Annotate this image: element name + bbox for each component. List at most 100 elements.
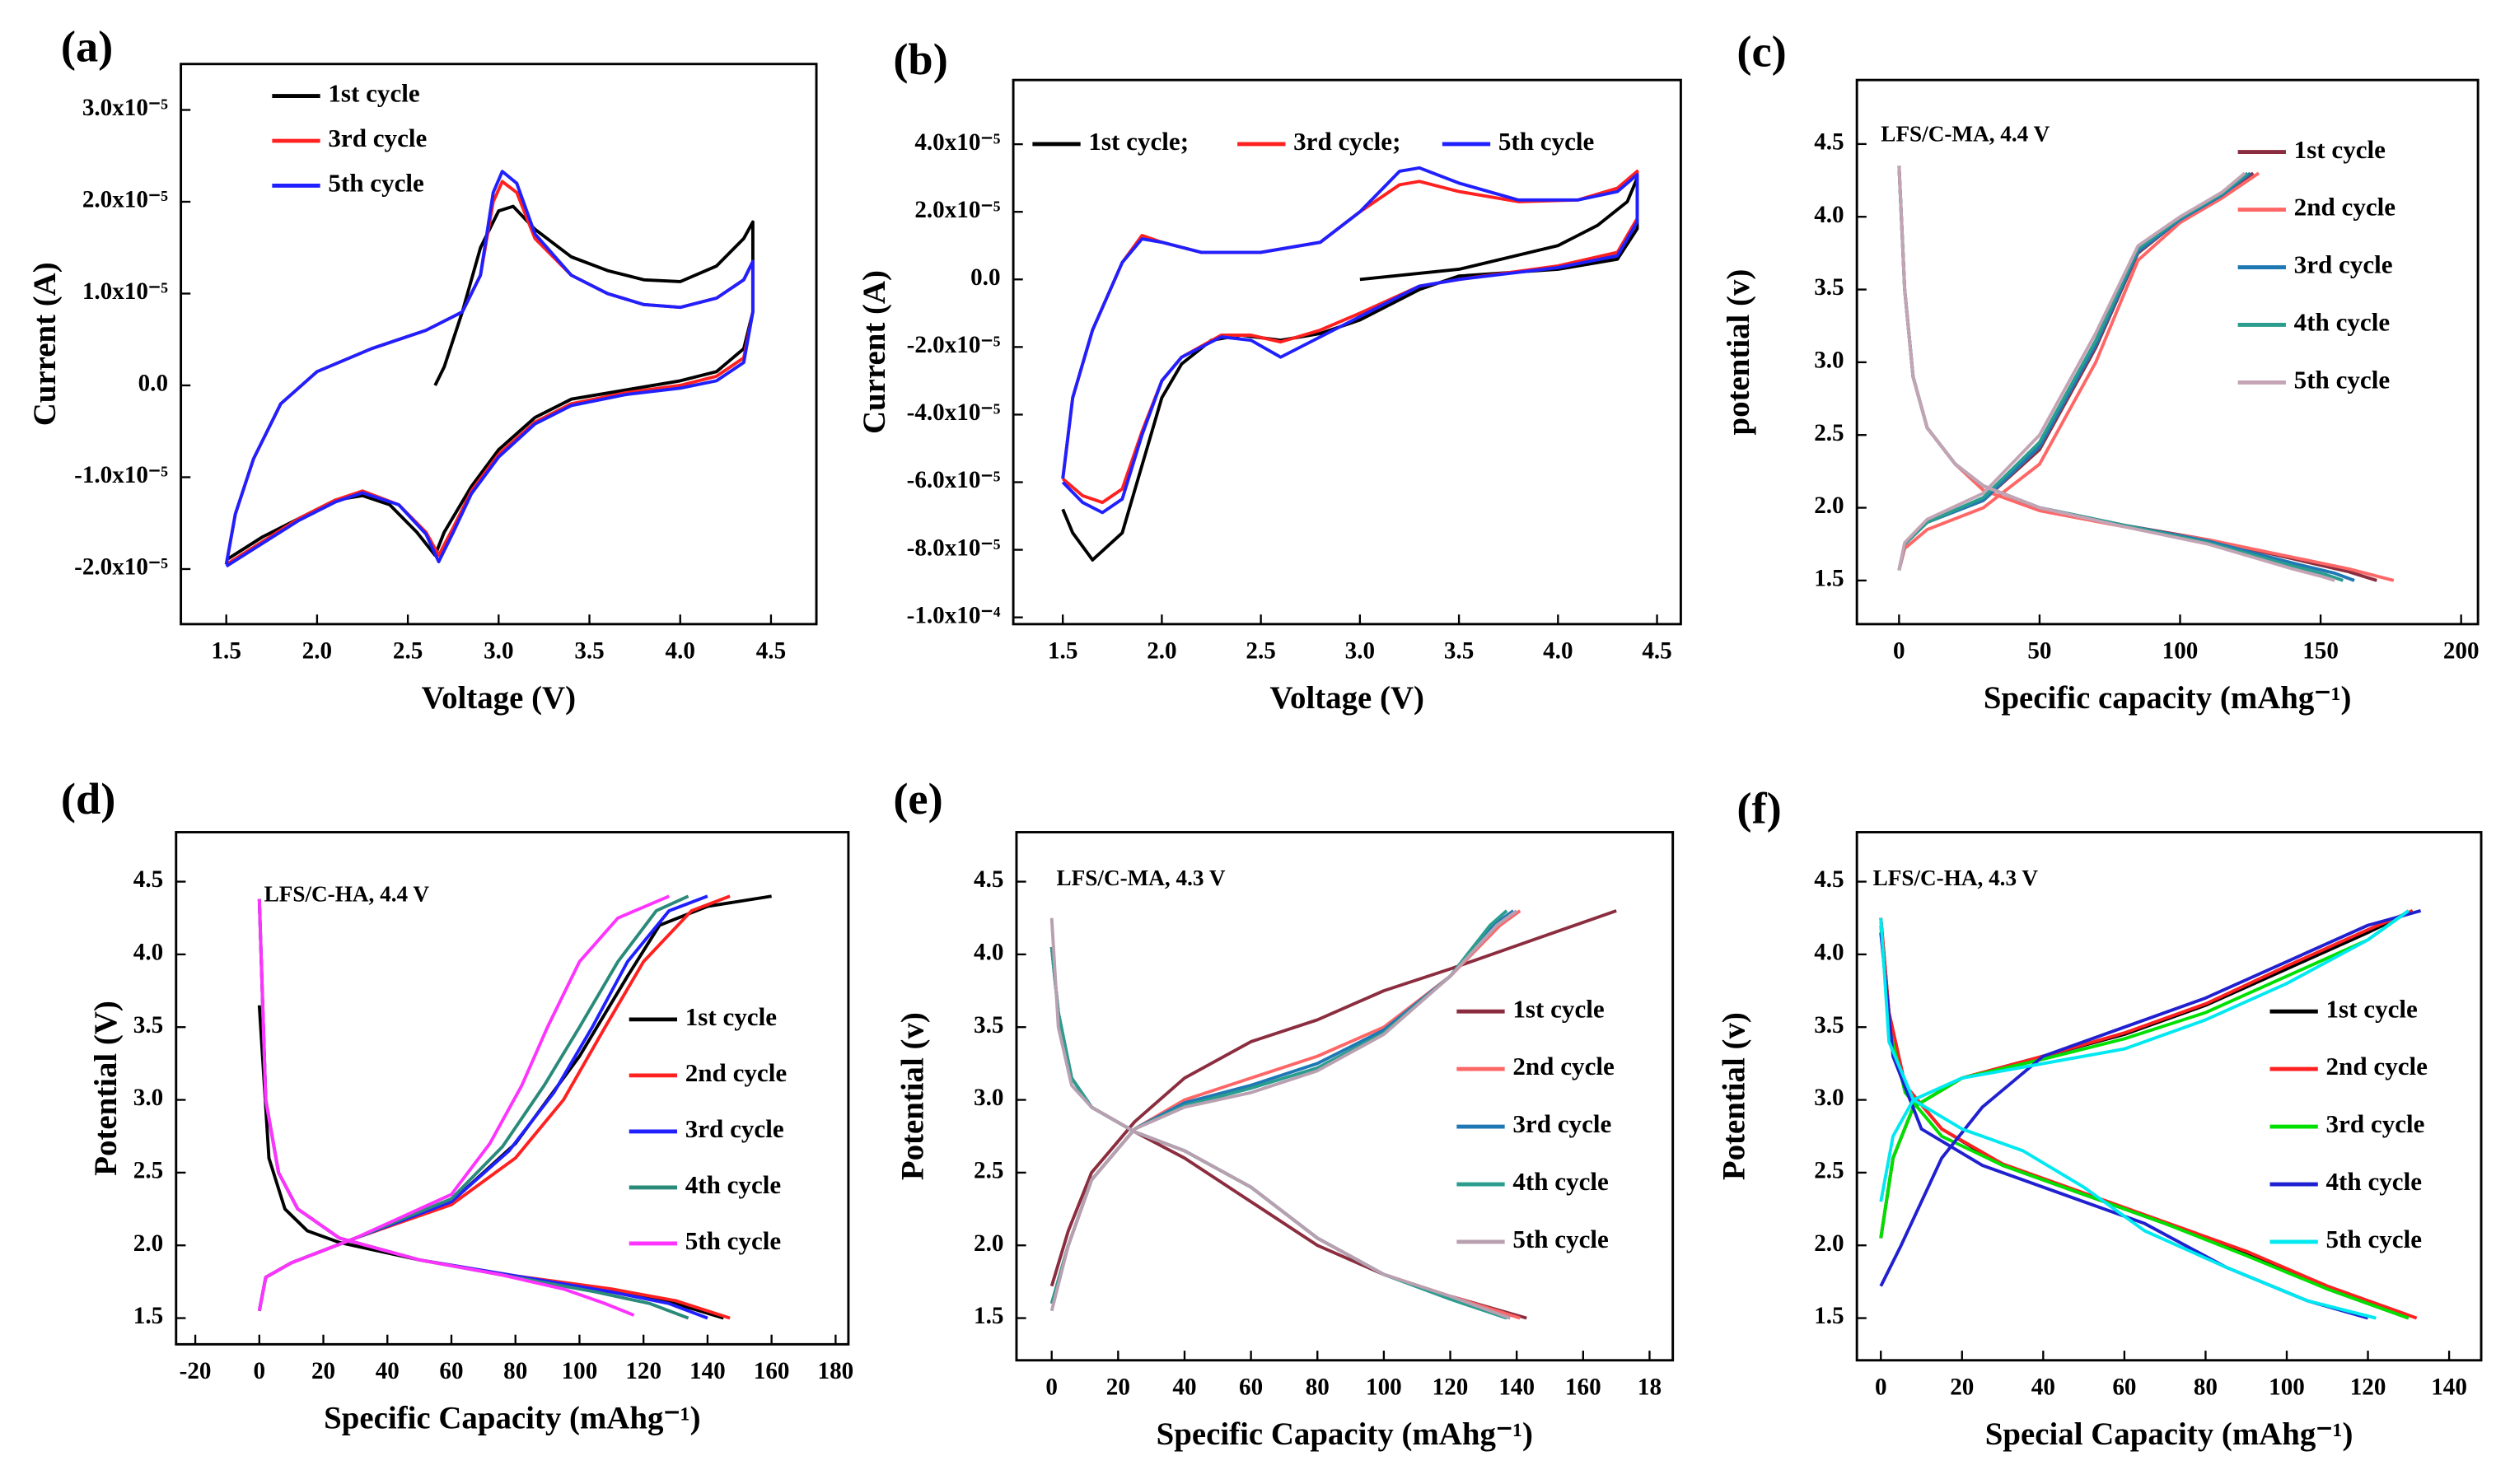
data-line (224, 170, 755, 568)
x-tick-label: 4.0 (666, 638, 695, 665)
data-line (257, 894, 689, 1320)
y-tick-label: 0.0 (138, 371, 168, 397)
panel-label: (c) (1736, 26, 1786, 76)
legend-label: 3rd cycle; (1293, 127, 1400, 156)
y-tick-label: 4.0 (1814, 202, 1844, 228)
x-tick-label: 100 (1366, 1374, 1402, 1400)
legend-label: 3rd cycle (1512, 1109, 1611, 1138)
legend-label: 5th cycle (2294, 366, 2390, 394)
x-tick-label: 2.0 (302, 638, 332, 665)
x-tick-label: 1.5 (211, 638, 241, 665)
y-tick-label: 4.5 (1814, 866, 1844, 893)
legend-label: 5th cycle (685, 1226, 781, 1255)
annotation: LFS/C-MA, 4.4 V (1881, 121, 2050, 146)
y-tick-label: 4.5 (974, 866, 1003, 893)
x-axis-title: Voltage (V) (1270, 680, 1424, 716)
data-line (257, 894, 708, 1320)
y-tick-label: 2.5 (1814, 420, 1844, 446)
x-axis-title: Special Capacity (mAhg⁻¹) (1985, 1416, 2353, 1452)
x-tick-label: 80 (503, 1358, 527, 1384)
y-tick-label: -2.0x10⁻⁵ (907, 332, 1001, 358)
y-tick-label: -1.0x10⁻⁵ (74, 462, 168, 488)
y-tick-label: 2.5 (974, 1158, 1003, 1184)
x-tick-label: 120 (1433, 1374, 1469, 1400)
data-line (1049, 909, 1518, 1320)
x-tick-label: 60 (2112, 1374, 2136, 1400)
y-axis-title: potential (v) (1721, 269, 1756, 436)
x-tick-label: 20 (311, 1358, 335, 1384)
plot-frame (175, 831, 850, 1346)
legend-label: 1st cycle (328, 79, 419, 108)
data-line (1061, 176, 1639, 562)
y-tick-label: -6.0x10⁻⁵ (907, 467, 1001, 493)
x-tick-label: 20 (1106, 1374, 1130, 1400)
x-tick-label: 80 (2194, 1374, 2218, 1400)
plot-frame (1012, 78, 1682, 626)
x-tick-label: 100 (562, 1358, 598, 1384)
data-line (1061, 166, 1639, 515)
y-tick-label: 4.0 (133, 940, 163, 966)
data-line (224, 180, 755, 567)
data-line (1897, 166, 2355, 582)
legend-label: 5th cycle (328, 169, 423, 198)
y-axis-title: Current (A) (27, 262, 63, 426)
x-tick-label: 40 (2031, 1374, 2055, 1400)
x-tick-label: 0 (1045, 1374, 1058, 1400)
x-tick-label: 2.5 (393, 638, 423, 665)
legend-label: 5th cycle (1498, 127, 1594, 156)
x-tick-label: 4.5 (756, 638, 786, 665)
y-tick-label: 2.5 (1814, 1158, 1844, 1184)
legend-label: 4th cycle (1512, 1167, 1608, 1196)
x-tick-label: 3.5 (574, 638, 604, 665)
legend-label: 4th cycle (685, 1170, 781, 1199)
x-tick-label: 100 (2162, 638, 2199, 665)
plot-frame (180, 63, 818, 626)
y-tick-label: 4.5 (1814, 129, 1844, 156)
x-tick-label: 40 (376, 1358, 400, 1384)
data-line (1879, 909, 2410, 1320)
x-tick-label: 200 (2443, 638, 2480, 665)
legend-label: 1st cycle (685, 1002, 777, 1031)
legend-label: 3rd cycle (2326, 1109, 2425, 1138)
data-line (1897, 166, 2335, 582)
legend-label: 1st cycle (1512, 994, 1604, 1023)
x-tick-label: 0 (1893, 638, 1905, 665)
y-tick-label: -1.0x10⁻⁴ (907, 602, 1001, 628)
y-tick-label: 2.5 (133, 1158, 163, 1184)
legend-label: 1st cycle (2326, 994, 2418, 1023)
x-tick-label: 140 (689, 1358, 726, 1384)
x-axis-title: Specific Capacity (mAhg⁻¹) (1157, 1416, 1533, 1452)
y-tick-label: 3.5 (133, 1012, 163, 1038)
x-tick-label: 100 (2269, 1374, 2305, 1400)
y-tick-label: 2.0 (1814, 1230, 1844, 1257)
legend-label: 4th cycle (2294, 308, 2390, 337)
y-tick-label: 3.0 (1814, 348, 1844, 374)
panel-label: (f) (1736, 784, 1781, 833)
y-tick-label: 3.5 (1814, 1012, 1844, 1038)
x-axis-title: Specific capacity (mAhg⁻¹) (1984, 680, 2352, 716)
plot-frame (1855, 78, 2480, 626)
legend-label: 5th cycle (2326, 1225, 2422, 1253)
y-tick-label: 2.0x10⁻⁵ (914, 197, 1000, 223)
y-tick-label: -8.0x10⁻⁵ (907, 534, 1001, 561)
annotation: LFS/C-HA, 4.4 V (264, 881, 430, 906)
legend-label: 3rd cycle (2294, 250, 2393, 279)
panel-label: (e) (893, 774, 942, 824)
legend-label: 2nd cycle (685, 1058, 787, 1087)
x-tick-label: 3.0 (484, 638, 513, 665)
x-tick-label: 50 (2027, 638, 2051, 665)
x-tick-label: 160 (1565, 1374, 1601, 1400)
x-axis-title: Specific Capacity (mAhg⁻¹) (324, 1401, 700, 1436)
y-tick-label: 1.5 (133, 1303, 163, 1329)
x-tick-label: 0 (1875, 1374, 1887, 1400)
data-line (225, 204, 755, 562)
x-tick-label: 2.5 (1246, 638, 1275, 665)
x-tick-label: 3.5 (1444, 638, 1474, 665)
y-tick-label: -2.0x10⁻⁵ (74, 554, 168, 581)
y-tick-label: 3.5 (1814, 274, 1844, 301)
y-tick-label: 2.0 (133, 1230, 163, 1257)
plot-frame (1015, 831, 1675, 1362)
x-tick-label: 180 (818, 1358, 854, 1384)
panel-label: (b) (893, 35, 947, 84)
